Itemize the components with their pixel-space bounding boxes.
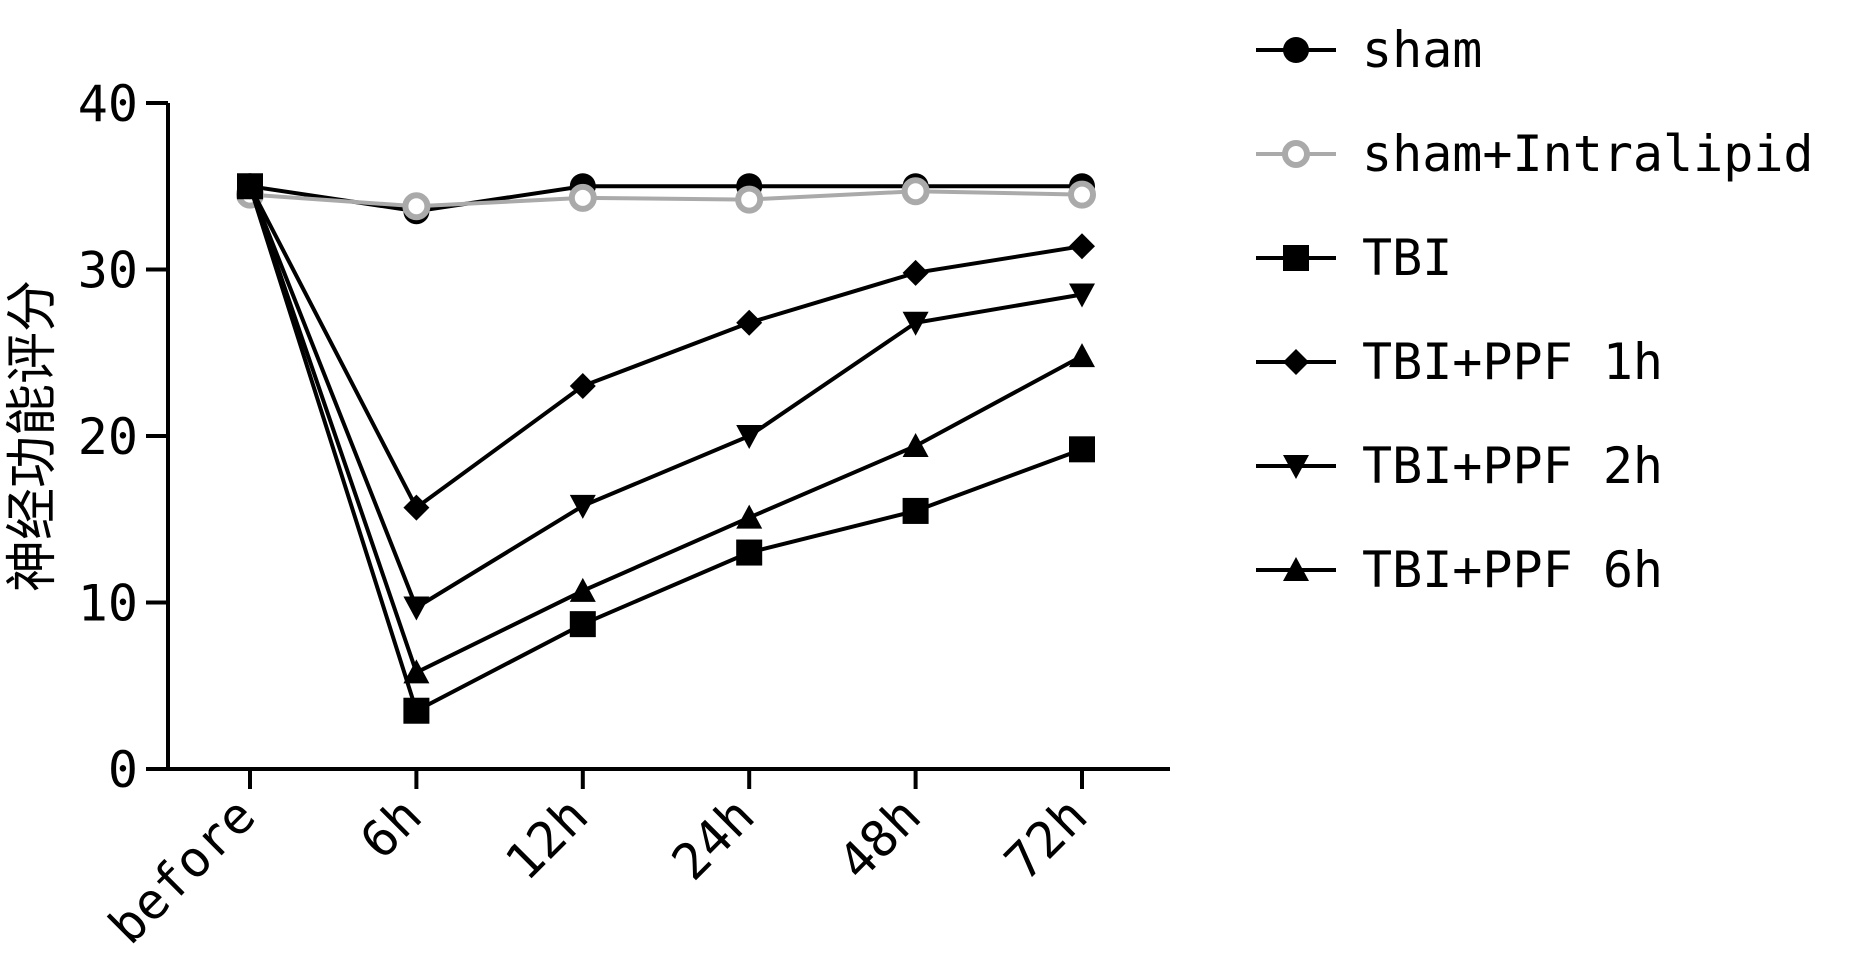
data-point <box>736 309 763 336</box>
legend-marker <box>1283 37 1309 63</box>
y-ticks: 0 10 20 30 40 <box>78 75 168 799</box>
legend-marker <box>1283 557 1309 581</box>
data-point <box>902 259 929 286</box>
data-point <box>569 494 596 519</box>
data-point <box>1069 436 1095 463</box>
legend-label: sham+Intralipid <box>1362 125 1814 183</box>
legend: sham sham+Intralipid TBI TBI+PPF 1h TBI+PPF … <box>1256 21 1814 599</box>
data-point <box>403 596 430 621</box>
x-tick-label: before <box>98 786 267 955</box>
y-axis-title: 神经功能评分 <box>3 280 63 592</box>
data-point <box>735 185 764 214</box>
x-tick-label: 72h <box>994 786 1099 891</box>
legend-item: sham+Intralipid <box>1256 125 1814 183</box>
data-point <box>402 192 431 221</box>
legend-item: TBI+PPF 2h <box>1256 437 1663 495</box>
series-1 <box>236 177 1096 221</box>
series-3 <box>237 173 1095 521</box>
data-point <box>1069 233 1095 260</box>
legend-label: TBI+PPF 6h <box>1362 541 1663 599</box>
series-line <box>248 185 1083 511</box>
legend-item: TBI+PPF 6h <box>1256 541 1663 599</box>
data-point <box>403 494 430 521</box>
legend-label: sham <box>1362 21 1482 79</box>
data-point <box>403 697 430 724</box>
legend-marker <box>1283 455 1309 479</box>
y-tick-label: 40 <box>78 75 138 133</box>
series-2 <box>237 173 1095 724</box>
legend-item: sham <box>1256 21 1482 79</box>
data-point <box>736 504 763 529</box>
data-point <box>569 611 596 638</box>
series-line <box>248 185 1083 714</box>
series-line <box>248 185 1083 611</box>
series-line <box>248 185 1083 676</box>
y-tick-label: 0 <box>108 741 138 799</box>
x-ticks: before 6h 12h 24h 48h 72h <box>98 769 1099 955</box>
y-tick-label: 10 <box>78 575 138 633</box>
x-tick-label: 12h <box>494 786 599 891</box>
data-point <box>902 311 929 336</box>
legend-item: TBI+PPF 1h <box>1256 333 1663 391</box>
data-point <box>901 177 930 206</box>
data-point <box>902 497 929 524</box>
data-point <box>902 432 929 457</box>
data-point <box>1069 283 1095 308</box>
x-tick-label: 6h <box>349 786 433 870</box>
y-tick-label: 20 <box>78 408 138 466</box>
y-tick-label: 30 <box>78 242 138 300</box>
data-point <box>736 425 763 449</box>
data-point <box>569 577 596 602</box>
data-point <box>1068 180 1096 209</box>
legend-marker <box>1282 140 1310 168</box>
axes <box>166 103 1170 771</box>
data-point <box>736 539 763 566</box>
legend-label: TBI+PPF 1h <box>1362 333 1663 391</box>
data-point <box>569 373 596 400</box>
x-tick-label: 48h <box>827 786 932 891</box>
series-line <box>249 184 1082 214</box>
legend-label: TBI+PPF 2h <box>1362 437 1663 495</box>
x-tick-label: 24h <box>661 786 766 891</box>
data-point <box>1069 343 1095 368</box>
legend-item: TBI <box>1256 229 1452 287</box>
legend-marker <box>1283 349 1309 375</box>
series-layer <box>236 173 1096 724</box>
legend-label: TBI <box>1362 229 1452 287</box>
series-5 <box>237 173 1095 684</box>
series-line <box>249 189 1083 209</box>
data-point <box>237 173 263 198</box>
legend-marker <box>1283 245 1309 271</box>
series-4 <box>237 175 1095 621</box>
data-point <box>403 659 430 684</box>
data-point <box>568 183 597 212</box>
